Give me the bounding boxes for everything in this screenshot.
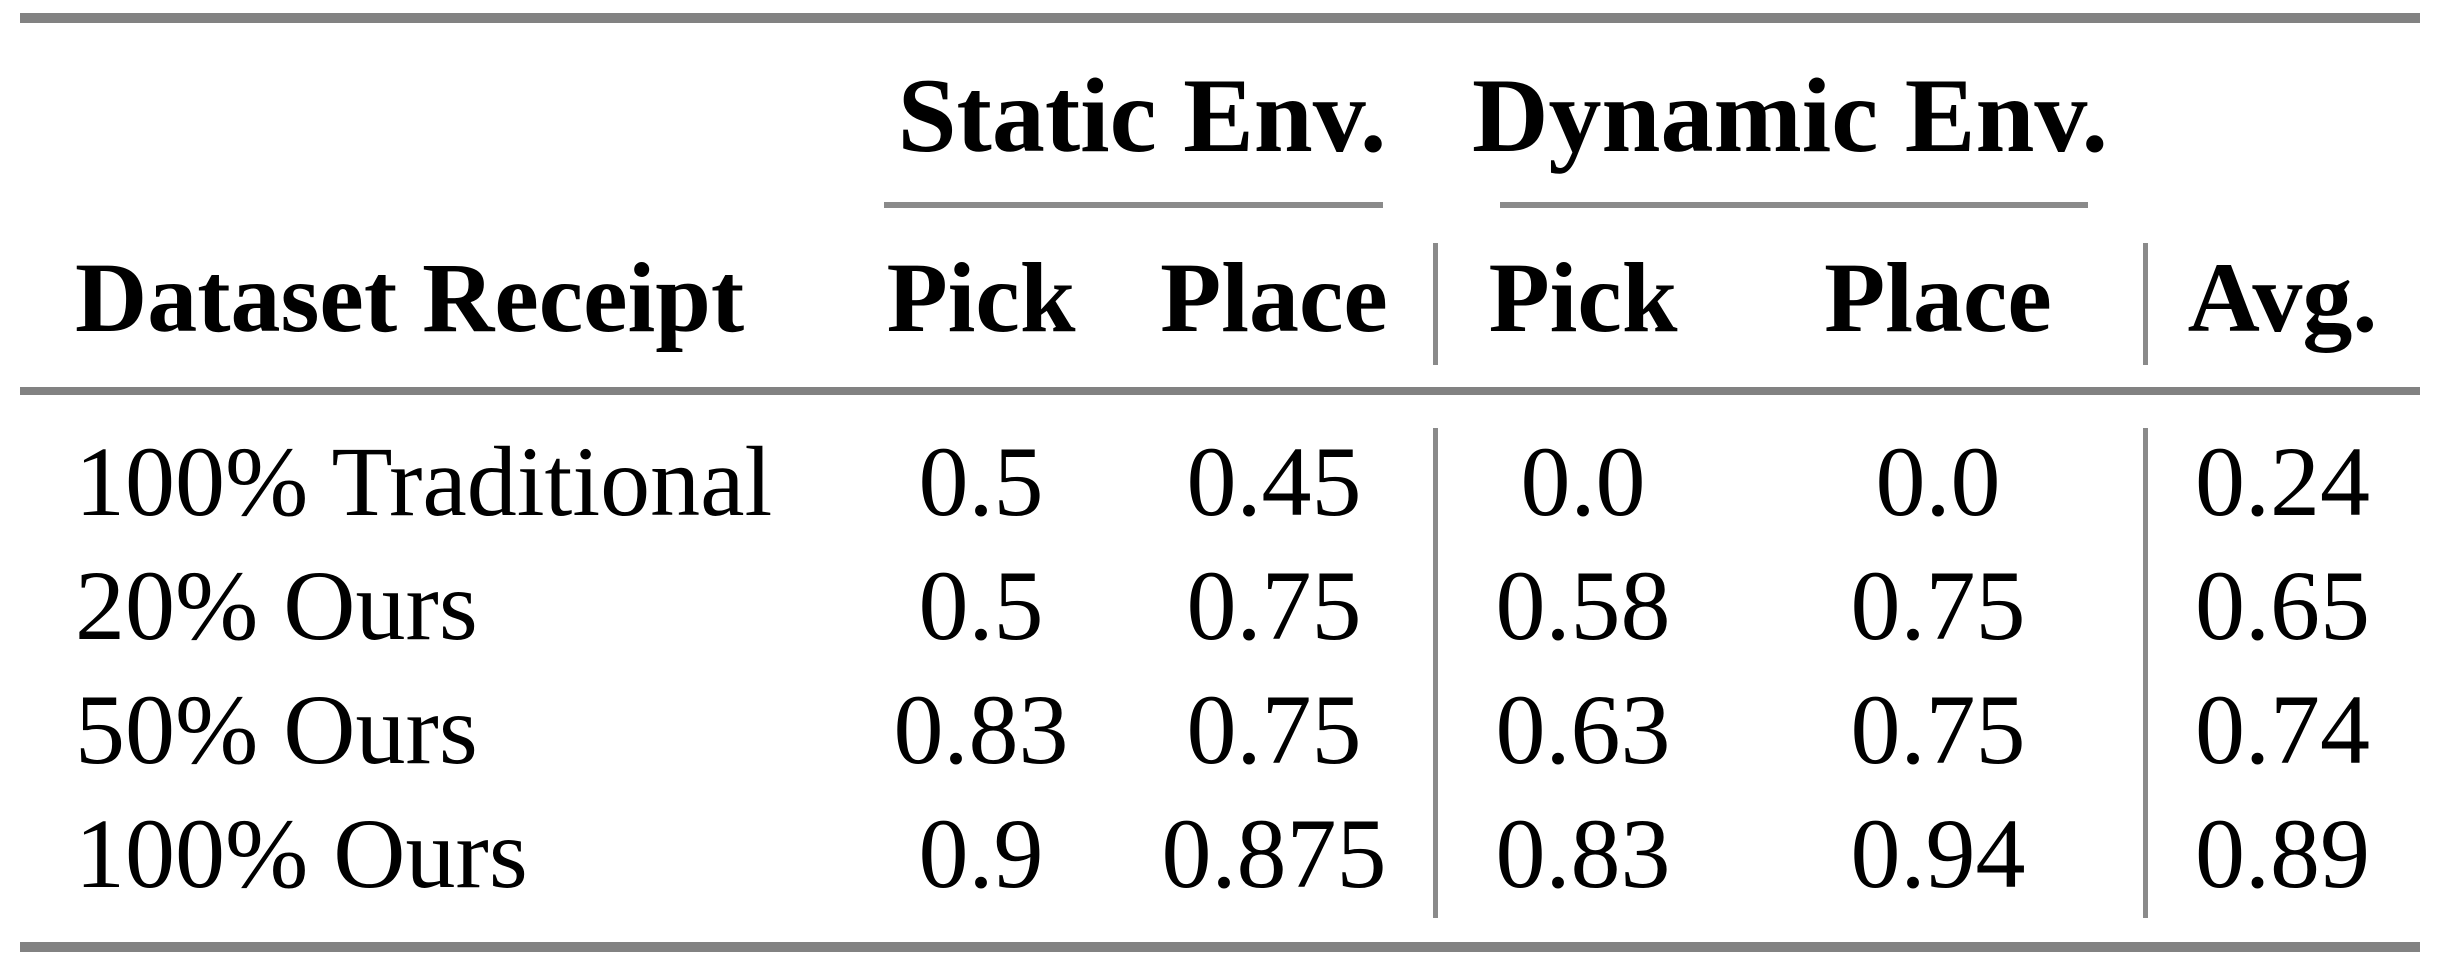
column-separator-dynamic-avg [2143,428,2148,918]
column-group-static-env: Static Env. [849,23,1435,208]
column-separator-dynamic-avg [2143,243,2148,365]
column-group-dynamic-env: Dynamic Env. [1435,23,2145,208]
cell-avg: 0.65 [2195,550,2370,661]
static-env-underline-rule [884,202,1383,208]
results-table: Static Env. Dynamic Env. Dataset Receipt… [20,23,2420,916]
cell-dynamic-pick: 0.63 [1495,674,1671,785]
cell-dynamic-place: 0.75 [1850,674,2026,785]
cell-static-pick: 0.9 [918,798,1044,909]
cell-dynamic-pick: 0.0 [1520,426,1646,537]
table-mid-rule [20,387,2420,395]
column-header-dynamic-place: Place [1824,241,2052,353]
row-label: 100% Traditional [75,426,773,537]
cell-dynamic-place: 0.75 [1850,550,2026,661]
column-separator-static-dynamic [1433,243,1438,365]
cell-dynamic-place: 0.94 [1850,798,2026,909]
cell-static-place: 0.45 [1186,426,1362,537]
dynamic-env-underline-rule [1500,202,2088,208]
column-separator-static-dynamic [1433,428,1438,918]
column-header-dynamic-pick: Pick [1488,241,1678,353]
cell-avg: 0.74 [2195,674,2370,785]
cell-dynamic-pick: 0.83 [1495,798,1671,909]
cell-static-place: 0.75 [1186,550,1362,661]
table-top-rule [20,13,2420,23]
cell-static-place: 0.875 [1161,798,1387,909]
row-label: 50% Ours [75,674,478,785]
cell-static-pick: 0.83 [893,674,1069,785]
column-header-dataset-receipt: Dataset Receipt [75,241,745,353]
cell-static-pick: 0.5 [918,426,1044,537]
cell-avg: 0.89 [2195,798,2370,909]
row-label: 20% Ours [75,550,478,661]
column-header-static-pick: Pick [886,241,1076,353]
cell-dynamic-place: 0.0 [1875,426,2001,537]
table-bottom-rule [20,942,2420,952]
column-header-avg: Avg. [2187,241,2378,353]
cell-static-pick: 0.5 [918,550,1044,661]
cell-static-place: 0.75 [1186,674,1362,785]
column-group-static-env-label: Static Env. [897,56,1387,174]
row-label: 100% Ours [75,798,528,909]
column-header-static-place: Place [1160,241,1388,353]
cell-avg: 0.24 [2195,426,2370,537]
column-group-dynamic-env-label: Dynamic Env. [1471,56,2109,174]
cell-dynamic-pick: 0.58 [1495,550,1671,661]
